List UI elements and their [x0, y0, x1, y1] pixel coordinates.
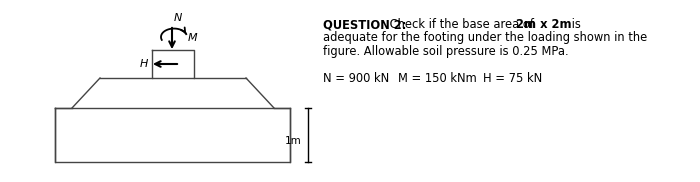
Text: M = 150 kNm: M = 150 kNm [398, 72, 477, 85]
Text: M: M [188, 33, 197, 43]
Text: H: H [139, 59, 148, 69]
Text: 2m x 2m: 2m x 2m [516, 18, 572, 31]
Text: is: is [568, 18, 581, 31]
Text: figure. Allowable soil pressure is 0.25 MPa.: figure. Allowable soil pressure is 0.25 … [323, 45, 568, 58]
Text: Check if the base area of: Check if the base area of [386, 18, 538, 31]
Text: N = 900 kN: N = 900 kN [323, 72, 389, 85]
Text: N: N [174, 13, 183, 23]
Text: 1m: 1m [286, 136, 302, 146]
Text: QUESTION 2:: QUESTION 2: [323, 18, 407, 31]
Text: adequate for the footing under the loading shown in the: adequate for the footing under the loadi… [323, 31, 648, 45]
Text: H = 75 kN: H = 75 kN [483, 72, 542, 85]
